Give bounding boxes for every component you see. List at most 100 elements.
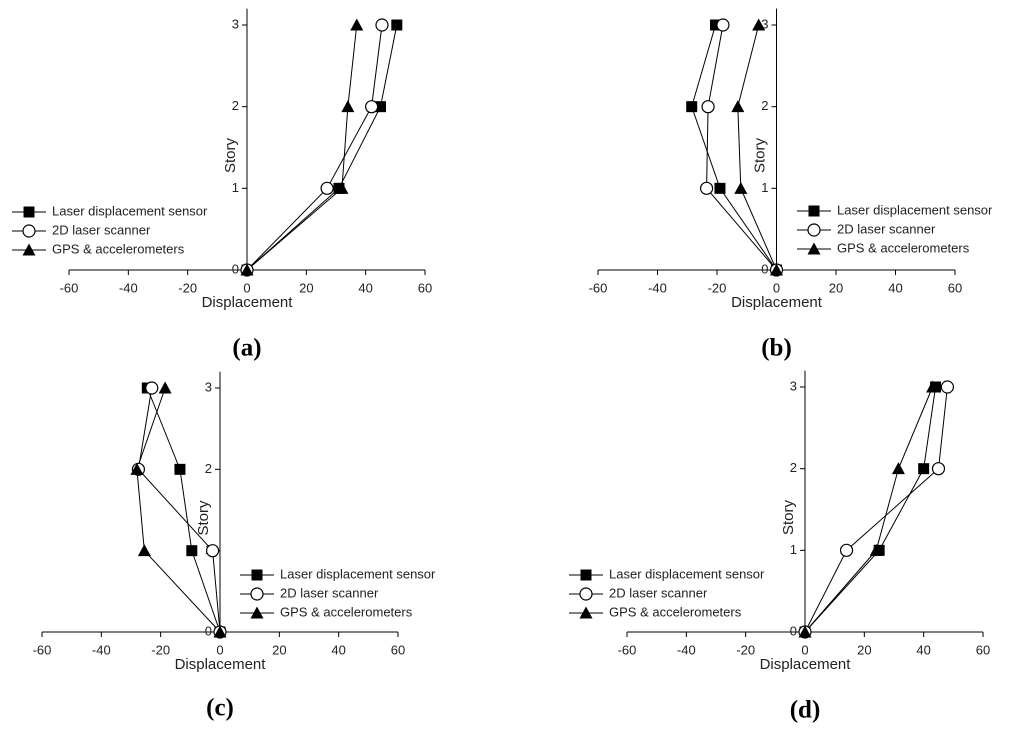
y-tick-label: 0 [790, 623, 797, 638]
panel: -60 -40 -20 0 20 40 60 0 1 2 3 Displacement Story (a)… [12, 8, 432, 362]
marker [375, 18, 389, 32]
x-tick-label: 40 [916, 642, 930, 657]
marker [926, 380, 940, 393]
x-tick-label: -40 [119, 280, 138, 295]
legend-label: GPS & accelerometers [280, 604, 413, 619]
x-tick-label: 20 [829, 280, 843, 295]
y-tick-label: 2 [205, 461, 212, 476]
marker [391, 19, 403, 31]
x-tick-label: -20 [708, 280, 727, 295]
x-tick-label: -20 [151, 642, 170, 657]
x-tick-label: 40 [888, 280, 902, 295]
x-tick-label: 60 [418, 280, 432, 295]
x-tick-label: 40 [331, 642, 345, 657]
x-tick-label: -60 [60, 280, 79, 295]
series-line [804, 386, 937, 633]
marker [731, 100, 745, 113]
marker [341, 100, 355, 113]
panel: -60-40-2002040600123DisplacementStory(c)… [33, 371, 436, 722]
marker [186, 545, 198, 557]
y-axis-title: Story [195, 500, 212, 536]
x-tick-label: -60 [33, 642, 52, 657]
legend-label: Laser displacement sensor [280, 566, 436, 581]
marker [375, 101, 386, 113]
panel-label: (d) [790, 697, 821, 724]
marker [130, 462, 144, 475]
y-tick-label: 1 [232, 180, 239, 195]
legend-marker [580, 569, 592, 581]
series-line [737, 24, 777, 271]
y-tick-label: 0 [232, 261, 239, 276]
marker [701, 100, 715, 114]
x-tick-label: 0 [216, 642, 223, 657]
y-tick-label: 0 [761, 261, 768, 276]
x-tick-label: 20 [299, 280, 313, 295]
y-tick-label: 2 [790, 460, 797, 475]
panel-label: (b) [761, 335, 792, 362]
marker [365, 100, 379, 114]
marker [716, 18, 730, 32]
series-line [146, 387, 221, 633]
x-tick-label: -60 [589, 280, 608, 295]
series-line [246, 24, 358, 271]
marker [714, 182, 726, 194]
marker [710, 19, 722, 31]
marker [350, 18, 364, 31]
marker [734, 181, 748, 194]
x-tick-label: -40 [677, 642, 696, 657]
marker [158, 381, 172, 394]
x-tick-label: 20 [272, 642, 286, 657]
legend-marker [22, 243, 36, 256]
x-tick-label: 60 [391, 642, 405, 657]
marker [770, 263, 783, 276]
legend-marker [808, 205, 820, 217]
marker [335, 181, 349, 194]
legend-label: 2D laser scanner [52, 222, 151, 237]
y-axis-title: Story [222, 137, 239, 173]
y-tick-label: 1 [761, 180, 768, 195]
legend-label: GPS & accelerometers [609, 604, 742, 619]
x-axis-title: Displacement [731, 294, 823, 311]
y-tick-label: 0 [205, 623, 212, 638]
x-tick-label: 0 [773, 280, 780, 295]
marker [940, 380, 955, 394]
marker [931, 462, 946, 476]
panel-label: (c) [206, 695, 234, 722]
legend-marker [579, 587, 593, 601]
legend-marker [22, 224, 36, 238]
marker [240, 263, 254, 276]
legend-label: GPS & accelerometers [837, 240, 970, 255]
legend-marker [250, 606, 264, 619]
marker [918, 463, 930, 475]
marker [891, 462, 905, 475]
y-tick-label: 3 [790, 378, 797, 393]
marker [699, 181, 714, 195]
legend-label: 2D laser scanner [837, 221, 936, 236]
x-tick-label: 0 [801, 642, 808, 657]
panel: -60 -40 -20 0 20 40 60 0 1 2 3 Displacement Story (b)… [589, 8, 993, 362]
legend-marker [579, 606, 593, 619]
series-line [137, 387, 221, 633]
marker [213, 625, 227, 638]
legend-label: Laser displacement sensor [52, 203, 208, 218]
marker [798, 625, 812, 638]
series-line [136, 387, 221, 633]
x-axis-title: Displacement [175, 656, 267, 673]
x-tick-label: 20 [857, 642, 871, 657]
series-line [691, 24, 777, 271]
y-tick-label: 3 [205, 379, 212, 394]
series-line [246, 24, 383, 271]
legend-label: Laser displacement sensor [609, 566, 765, 581]
y-tick-label: 3 [232, 16, 239, 31]
x-axis-title: Displacement [760, 656, 852, 673]
marker [174, 463, 186, 475]
x-tick-label: -40 [648, 280, 667, 295]
x-tick-label: 60 [948, 280, 962, 295]
y-tick-label: 1 [790, 542, 797, 557]
x-tick-label: 60 [976, 642, 990, 657]
x-tick-label: 0 [243, 280, 250, 295]
marker [839, 543, 854, 557]
series-line [804, 386, 948, 633]
marker [686, 101, 698, 113]
